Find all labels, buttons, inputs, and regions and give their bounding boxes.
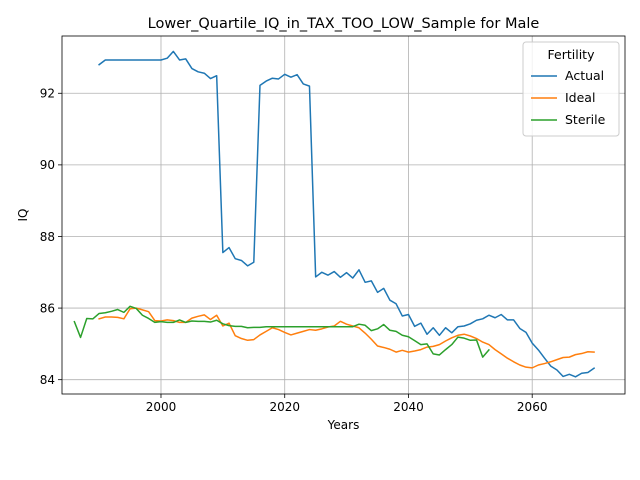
legend-entries: Actual Ideal Sterile: [531, 68, 606, 127]
y-axis-ticks: 84 86 88 90 92: [40, 87, 62, 387]
series-line-ideal: [98, 307, 595, 369]
x-tick-label: 2000: [146, 400, 177, 414]
legend: Fertility Actual Ideal Sterile: [522, 41, 620, 137]
y-axis-label: IQ: [16, 209, 30, 222]
legend-label-sterile: Sterile: [565, 112, 606, 127]
chart-title: Lower_Quartile_IQ_in_TAX_TOO_LOW_Sample …: [148, 16, 540, 32]
legend-label-actual: Actual: [565, 68, 604, 83]
x-tick-label: 2060: [517, 400, 548, 414]
y-tick-label: 90: [40, 158, 55, 172]
y-tick-label: 92: [40, 87, 55, 101]
y-tick-label: 84: [40, 373, 55, 387]
x-axis-ticks: 2000 2020 2040 2060: [146, 394, 548, 414]
plot-frame: [61, 35, 626, 395]
x-axis-label: Years: [327, 418, 360, 432]
legend-label-ideal: Ideal: [565, 90, 595, 105]
y-tick-label: 88: [40, 230, 55, 244]
x-tick-label: 2040: [393, 400, 424, 414]
legend-title: Fertility: [548, 47, 596, 62]
y-tick-label: 86: [40, 301, 55, 315]
series-line-sterile: [73, 305, 490, 358]
series-lines: [73, 50, 596, 378]
series-line-actual: [98, 50, 596, 378]
x-tick-label: 2020: [269, 400, 300, 414]
legend-box: [522, 41, 620, 137]
